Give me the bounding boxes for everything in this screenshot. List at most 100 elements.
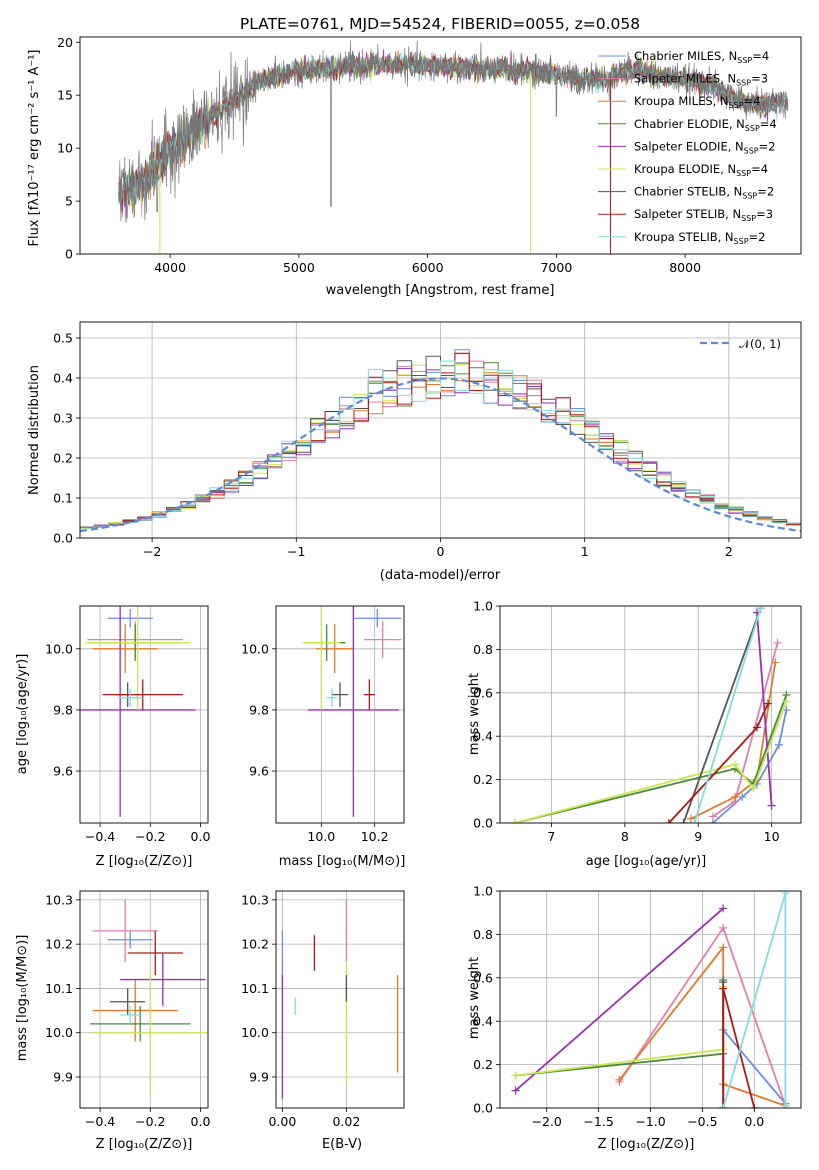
point-kroupa_elodie [136,641,139,644]
mass-weight-marker-salpeter_miles [708,812,717,821]
mass-weight-marker-salpeter_stelib [750,1104,759,1108]
spectrum-xlabel: wavelength [Angstrom, rest frame] [326,283,555,298]
point-salpeter_stelib [154,952,157,954]
x-tick-label: 0.00 [268,1114,296,1129]
mass-weight-marker-chabrier_miles [738,792,747,801]
legend-label-salpeter_elodie: Salpeter ELODIE, NSSP=2 [634,139,776,155]
mass-weight-marker-salpeter_stelib [763,699,772,708]
legend-label-normal: 𝒩(0, 1) [739,337,781,351]
y-tick-label: 0.2 [53,451,73,466]
mass-vs-metallicity-ylabel: mass [log₁₀(M/M⊙)] [15,935,30,1062]
point-salpeter_stelib [313,952,316,954]
x-tick-label: 9 [694,829,702,844]
mass-weight-marker-kroupa_elodie [782,697,791,706]
x-tick-label: 10 [764,829,780,844]
residual-histogram-kroupa_stelib [80,360,801,538]
mass-weight-line-kroupa_elodie [514,701,788,823]
normal-curve [80,377,801,533]
point-salpeter_stelib [141,693,144,696]
y-tick-label: 10.3 [45,892,73,907]
y-tick-label: 20 [57,35,73,50]
legend-label-chabrier_stelib: Chabrier STELIB, NSSP=2 [634,185,774,201]
point-salpeter_elodie [281,1036,284,1038]
mass-weight-marker-kroupa_miles [615,1075,624,1084]
y-tick-label: 10.2 [45,937,73,952]
x-tick-label: −0.4 [85,1114,115,1129]
y-tick-label: 9.8 [249,702,269,717]
error-bars [302,606,402,817]
point-chabrier_stelib [345,987,348,990]
y-tick-label: 0.4 [473,729,493,744]
point-kroupa_miles [124,647,126,650]
mass-weight-vs-metallicity-plot-area: −2.0 −1.5 −1.0 −0.5 0.0 0.0 0.2 0.4 0.6 0.8 1.0 [473,884,802,1129]
y-tick-label: 0.2 [473,1057,493,1072]
x-tick-label: 2 [725,544,733,559]
y-tick-label: 0.4 [473,1014,493,1029]
error-bars [90,899,208,1095]
y-tick-label: 10.1 [45,981,73,996]
point-kroupa_stelib [331,696,333,699]
x-tick-label: −2 [143,544,161,559]
mass-vs-ebv-xlabel: E(B-V) [322,1137,362,1152]
mass-weight-line-kroupa_stelib [693,607,762,823]
figure-title: PLATE=0761, MJD=54524, FIBERID=0055, z=0… [240,15,640,33]
mass-weight-marker-kroupa_stelib [719,1104,728,1108]
mass-weight-marker-salpeter_miles [719,923,728,932]
residual-plot-area: −2 −1 0 1 2 0.0 0.1 0.2 0.3 0.4 0.5 [53,321,802,559]
y-tick-label: 10 [57,141,73,156]
x-tick-label: −1.5 [583,1114,613,1129]
x-tick-label: 7 [547,829,555,844]
x-tick-label: 5000 [283,260,315,275]
mass-weight-lines [511,891,790,1108]
spectrum-ylabel: Flux [fλ10⁻¹⁷ erg cm⁻² s⁻¹ A⁻¹] [27,50,42,247]
age-vs-mass-plot-area: 10.0 10.2 9.6 9.8 10.0 [241,605,405,844]
mass-weight-marker-salpeter_stelib [752,723,761,732]
axes-frame [79,890,209,1109]
mass-vs-ebv-plot-area: 0.00 0.02 9.9 10.0 10.1 10.2 10.3 [241,890,405,1129]
mass-weight-marker-kroupa_elodie [749,784,758,793]
mass-weight-vs-metallicity-panel: −2.0 −1.5 −1.0 −0.5 0.0 0.0 0.2 0.4 0.6 0.8 1.0 Z … [467,884,802,1152]
mass-weight-vs-metallicity-xlabel: Z [log₁₀(Z/Z⊙)] [598,1137,695,1152]
point-chabrier_miles [376,617,379,620]
mass-vs-metallicity-panel: −0.4 −0.2 0.0 9.9 10.0 10.1 10.2 10.3 Z [log₁₀(… [15,890,211,1152]
x-tick-label: 7000 [540,260,572,275]
mass-vs-metallicity-plot-area: −0.4 −0.2 0.0 9.9 10.0 10.1 10.2 10.3 [45,890,211,1129]
mass-weight-vs-age-plot-area: 7 8 9 10 0.0 0.2 0.4 0.6 0.8 1.0 [473,599,802,844]
x-tick-label: 10.2 [361,829,389,844]
legend-label-chabrier_elodie: Chabrier ELODIE, NSSP=4 [634,117,777,133]
model-spectrum-kroupa_stelib [118,50,788,208]
age-vs-mass-panel: 10.0 10.2 9.6 9.8 10.0 mass [log₁₀(M/M⊙)] [241,605,405,869]
mass-weight-marker-kroupa_miles [686,814,695,823]
x-tick-label: 0.0 [191,1114,211,1129]
point-salpeter_elodie [119,709,121,711]
point-chabrier_miles [281,961,284,963]
legend-label-chabrier_miles: Chabrier MILES, NSSP=4 [634,49,769,65]
age-vs-metallicity-plot-area: −0.4 −0.2 0.0 9.6 9.8 10.0 [45,605,210,844]
y-tick-label: 9.6 [53,764,73,779]
y-tick-label: 0.6 [473,685,493,700]
point-kroupa_miles [333,647,336,650]
y-tick-label: 10.0 [45,641,73,656]
mass-weight-marker-kroupa_stelib [781,1101,790,1108]
legend-label-kroupa_miles: Kroupa MILES, NSSP=4 [634,94,760,110]
mass-weight-marker-kroupa_miles [771,658,780,667]
mass-weight-vs-age-panel: 7 8 9 10 0.0 0.2 0.4 0.6 0.8 1.0 age [log₁₀(age/y… [467,599,802,869]
mass-weight-line-chabrier_stelib [682,607,762,823]
x-tick-label: −0.2 [135,1114,165,1129]
mass-weight-marker-kroupa_stelib [756,606,765,613]
mass-weight-marker-kroupa_stelib [781,891,790,898]
point-chabrier_stelib [339,693,341,696]
mass-weight-marker-salpeter_stelib [664,819,673,823]
y-tick-label: 0.0 [53,531,73,546]
y-tick-label: 10.2 [241,937,269,952]
error-bars [80,606,196,817]
observed-spectrum [118,40,789,223]
point-chabrier_miles [129,938,131,941]
mass-weight-marker-kroupa_miles [730,792,739,801]
age-vs-metallicity-panel: −0.4 −0.2 0.0 9.6 9.8 10.0 Z [log₁₀(Z/Z⊙)] ag… [15,605,210,869]
point-kroupa_miles [134,1009,137,1012]
y-tick-label: 0.6 [473,970,493,985]
y-tick-label: 0.8 [473,927,493,942]
mass-weight-line-salpeter_elodie [515,907,724,1092]
